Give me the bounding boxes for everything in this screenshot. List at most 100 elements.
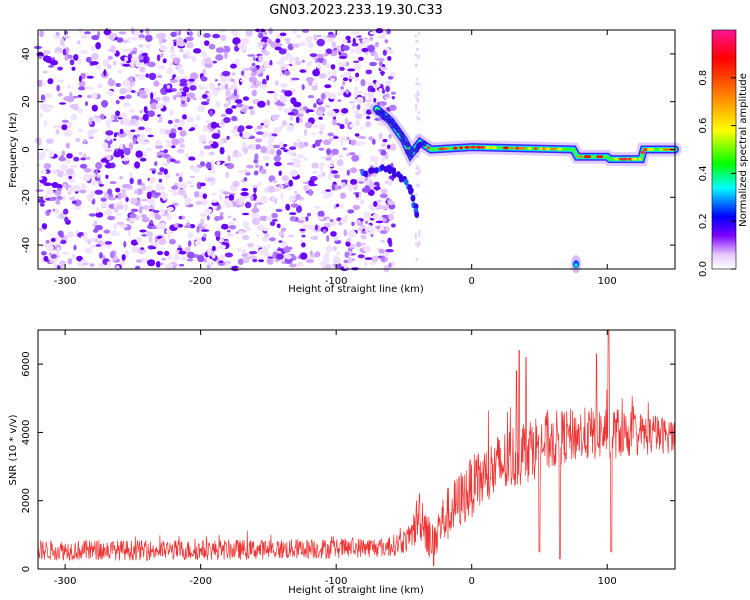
spectrogram-noise-blob [273,92,278,100]
spectrogram-noise-blob [251,89,257,97]
spectrogram-noise-blob [325,263,331,270]
spectrogram-x-tick-label: 100 [598,276,617,287]
spectrogram-noise-blob [178,176,183,183]
spectrogram-noise-blob [242,96,250,101]
spectrogram-noise-blob [336,263,342,270]
spectrogram-noise-blob [255,80,261,86]
spectrogram-noise-blob [260,146,268,154]
spectrogram-noise-blob [295,193,301,200]
spectrogram-noise-blob [373,200,378,207]
spectrogram-noise-blob [106,90,115,95]
spectrogram-streak-blob [414,235,418,239]
spectrogram-noise-blob [179,143,186,148]
spectrogram-noise-blob [115,187,121,193]
spectrogram-noise-blob [331,183,336,191]
spectrogram-noise-blob [257,100,266,108]
spectrogram-noise-blob [351,221,355,227]
spectrogram-noise-blob [102,162,107,166]
carrier-hotspot [640,151,646,154]
spectrogram-noise-blob [104,241,113,245]
spectrogram-noise-blob [95,169,98,176]
spectrogram-noise-blob [226,229,231,233]
spectrogram-noise-blob [378,61,383,67]
spectrogram-noise-blob [123,203,128,211]
spectrogram-noise-blob [253,127,259,133]
spectrogram-noise-blob [76,255,83,262]
spectrogram-noise-blob [345,61,350,67]
spectrogram-noise-blob [43,119,48,127]
spectrogram-noise-blob [324,104,331,108]
spectrogram-noise-blob [327,110,336,118]
spectrogram-noise-blob [330,78,335,82]
spectrogram-streak-blob [415,193,418,197]
spectrogram-noise-blob [352,204,361,210]
spectrogram-noise-blob [173,124,180,128]
spectrogram-streak-blob [417,55,420,59]
spectrogram-noise-blob [164,209,168,215]
spectrogram-noise-blob [270,135,276,141]
spectrogram-noise-blob [347,237,351,243]
spectrogram-noise-blob [123,160,129,165]
spectrogram-noise-blob [38,55,42,60]
spectrogram-noise-blob [280,147,286,150]
spectrogram-x-tick-label: 0 [469,276,475,287]
spectrogram-noise-blob [322,35,328,39]
spectrogram-noise-blob [164,250,170,256]
spectrogram-noise-blob [73,156,80,162]
spectrogram-noise-blob [158,238,167,245]
carrier-hotspot [545,147,551,151]
spectrogram-noise-blob [287,112,295,116]
spectrogram-noise-blob [129,172,133,180]
carrier-clump [375,109,381,116]
spectrogram-noise-blob [275,80,279,86]
spectrogram-noise-blob [358,56,364,62]
spectrogram-noise-blob [170,45,174,51]
spectrogram-noise-blob [230,78,235,83]
spectrogram-noise-blob [179,130,187,137]
spectrogram-noise-blob [107,188,113,196]
spectrogram-noise-blob [367,224,372,230]
spectrogram-noise-blob [173,41,177,47]
snr-frame [37,329,676,570]
spectrogram-noise-blob [325,62,331,69]
spectrogram-noise-blob [381,143,386,147]
spectrogram-noise-blob [69,178,76,183]
spectrogram-noise-blob [356,241,362,248]
spectrogram-noise-blob [307,95,315,99]
spectrogram-x-tick-label: -200 [189,276,212,287]
spectrogram-noise-blob [293,101,302,108]
spectrogram-streak-blob [417,111,420,115]
spectrogram-noise-blob [176,148,185,154]
spectrogram-noise-blob [232,180,240,187]
spectrogram-noise [33,27,421,273]
spectrogram-streak-blob [415,39,419,43]
spectrogram-noise-blob [247,54,256,57]
spectrogram-noise-blob [147,199,156,206]
spectrogram-noise-blob [179,82,188,87]
spectrogram-noise-blob [328,92,337,100]
spectrogram-noise-blob [157,120,163,123]
spectrogram-noise-blob [278,240,283,243]
spectrogram-noise-blob [200,76,208,82]
spectrogram-noise-blob [134,189,138,194]
spectrogram-noise-blob [49,60,59,66]
spectrogram-y-tick-label: -40 [21,237,32,253]
spectrogram-noise-blob [95,207,100,214]
spectrogram-noise-blob [350,167,357,174]
spectrogram-noise-blob [179,78,188,84]
spectrogram-noise-blob [85,156,91,160]
spectrogram-noise-blob [157,171,163,176]
spectrogram-noise-blob [185,36,194,42]
spectrogram-noise-blob [88,117,94,122]
spectrogram-noise-blob [294,57,300,61]
spectrogram-noise-blob [255,233,259,238]
spectrogram-noise-blob [42,50,51,55]
spectrogram-noise-blob [144,127,153,133]
spectrogram-noise-blob [210,192,217,196]
spectrogram-noise-blob [91,180,98,186]
spectrogram-noise-blob [251,62,256,67]
spectrogram-noise-blob [375,28,384,34]
spectrogram-noise-blob [351,42,359,47]
spectrogram-noise-blob [229,97,238,101]
spectrogram-noise-blob [254,214,260,217]
